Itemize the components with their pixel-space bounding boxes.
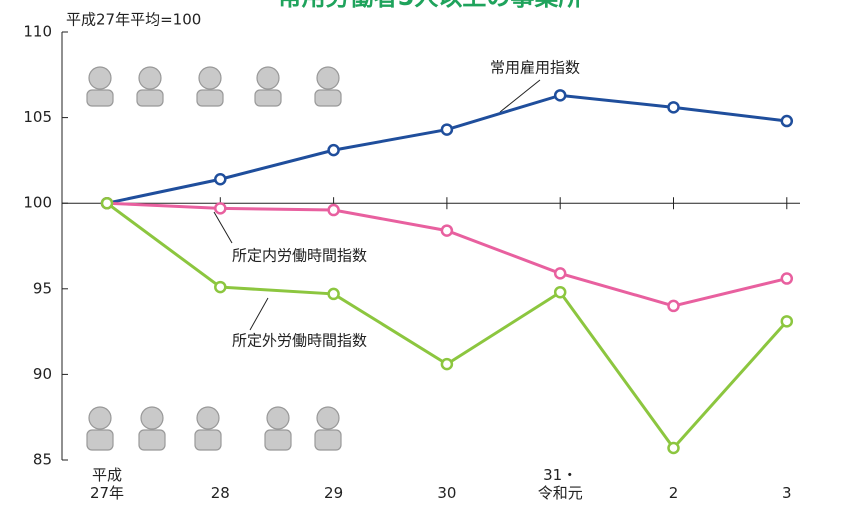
y-tick-label: 95 xyxy=(33,279,52,297)
icons-bottom xyxy=(86,406,342,451)
data-point xyxy=(553,267,567,280)
y-tick-label: 85 xyxy=(33,451,52,469)
data-point xyxy=(780,315,794,328)
data-point xyxy=(440,123,454,136)
data-point xyxy=(780,272,794,285)
series-line xyxy=(106,201,788,308)
data-point xyxy=(214,202,227,215)
x-tick-label: 2 xyxy=(669,484,679,502)
x-tick-label: 29 xyxy=(324,484,343,502)
data-point xyxy=(553,89,567,102)
data-point xyxy=(667,441,680,455)
leader-line xyxy=(499,79,541,113)
x-tick-label: 3 xyxy=(782,484,792,502)
data-point xyxy=(440,224,454,237)
data-point xyxy=(214,172,227,186)
data-point xyxy=(667,299,680,313)
data-point xyxy=(327,287,340,301)
x-tick-label: 30 xyxy=(437,484,456,502)
series-label: 所定外労働時間指数 xyxy=(232,332,367,350)
data-point xyxy=(440,357,454,371)
y-tick-label: 90 xyxy=(33,365,52,383)
chart-title: 常用労働者5人以上の事業所 xyxy=(278,0,583,11)
x-tick-label: 31・令和元 xyxy=(538,466,583,502)
data-point xyxy=(667,101,680,114)
y-tick-label: 100 xyxy=(23,194,52,212)
series-line xyxy=(106,93,787,205)
x-tick-label: 28 xyxy=(211,484,230,502)
leader-line xyxy=(249,297,269,331)
x-tick-label: 平成 27年 xyxy=(90,466,124,502)
data-point xyxy=(214,280,227,294)
data-point xyxy=(327,203,340,217)
series-label: 常用雇用指数 xyxy=(490,59,580,77)
y-tick-label: 110 xyxy=(23,23,52,41)
icons-top xyxy=(86,66,342,107)
data-point xyxy=(553,285,567,299)
leader-line xyxy=(213,211,233,244)
data-point xyxy=(100,196,114,210)
data-point xyxy=(780,114,794,128)
data-point xyxy=(327,143,340,157)
y-axis-label: 平成27年平均=100 xyxy=(66,11,201,29)
y-tick-label: 105 xyxy=(23,108,52,126)
series-label: 所定内労働時間指数 xyxy=(232,247,367,265)
